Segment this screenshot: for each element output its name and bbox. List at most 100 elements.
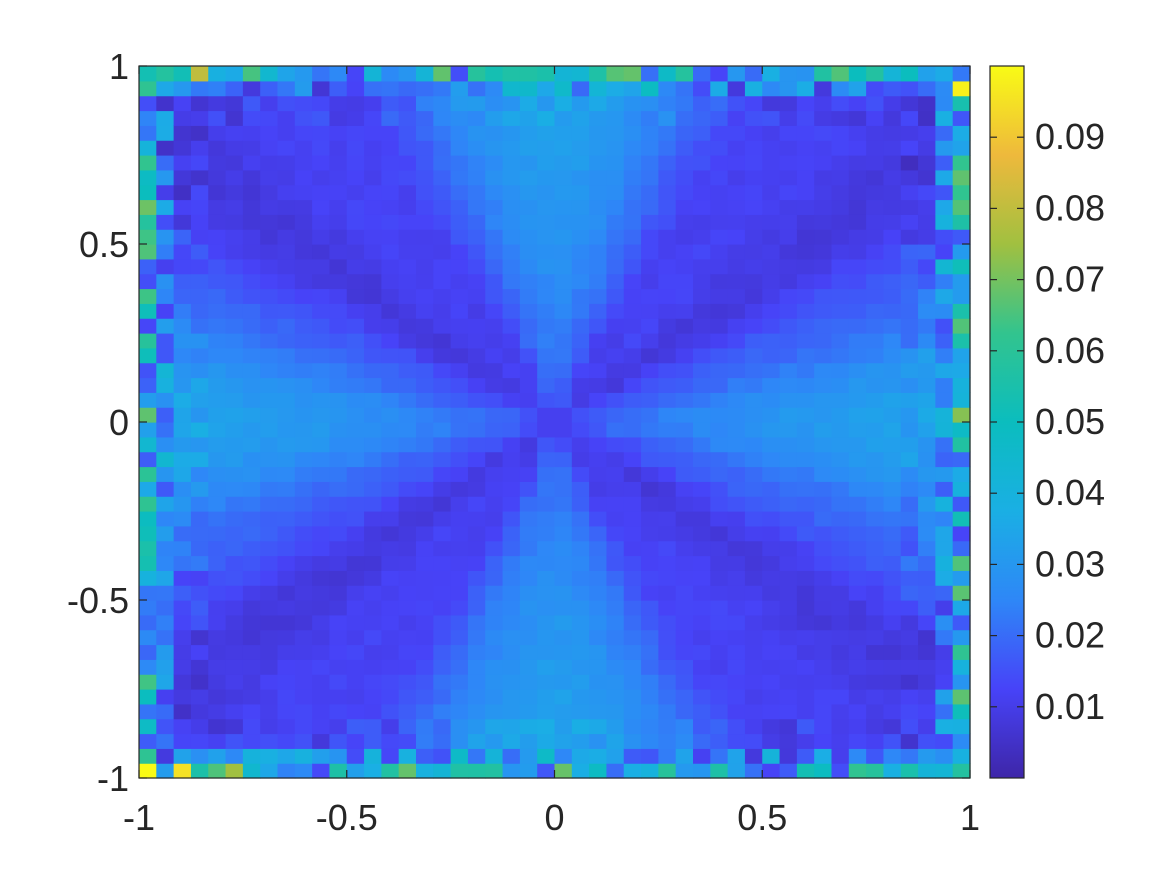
heatmap-cell [900,66,919,82]
heatmap-cell [710,333,729,349]
heatmap-cell [779,347,798,364]
heatmap-cell [173,674,192,690]
heatmap-cell [935,407,954,423]
heatmap-cell [727,407,746,423]
heatmap-cell [277,570,296,586]
heatmap-cell [762,496,781,512]
heatmap-cell [312,570,331,586]
heatmap-cell [814,347,833,364]
heatmap-cell [935,318,954,334]
heatmap-cell [346,763,365,779]
heatmap-cell [641,125,659,141]
heatmap-cell [866,496,885,512]
heatmap-cell [918,169,936,186]
heatmap-cell [537,703,556,720]
heatmap-cell [537,318,556,334]
heatmap-cell [796,511,815,527]
heatmap-cell [537,125,556,141]
heatmap-cell [294,674,313,690]
heatmap-cell [710,377,729,393]
heatmap-cell [260,585,279,601]
heatmap-cell [329,600,348,616]
heatmap-cell [831,95,850,112]
heatmap-cell [450,555,469,571]
heatmap-cell [641,689,659,705]
heatmap-cell [710,95,729,112]
heatmap-cell [416,570,434,586]
heatmap-cell [606,244,625,260]
heatmap-cell [762,184,781,201]
heatmap-cell [675,600,694,616]
heatmap-cell [329,436,348,453]
heatmap-cell [156,703,175,720]
heatmap-cell [398,570,417,586]
heatmap-cell [346,214,365,230]
heatmap-cell [294,600,313,616]
heatmap-cell [537,214,556,230]
heatmap-cell [623,184,642,201]
heatmap-cell [744,169,763,186]
heatmap-cell [364,169,382,186]
heatmap-cell [260,333,279,349]
heatmap-cell [139,511,157,527]
heatmap-cell [450,570,469,586]
heatmap-cell [831,525,850,542]
heatmap-cell [727,733,746,749]
heatmap-cell [796,644,815,660]
heatmap-cell [225,95,244,112]
heatmap-cell [364,110,382,126]
heatmap-cell [952,451,971,468]
heatmap-cell [260,763,279,779]
heatmap-cell [156,95,175,112]
heatmap-cell [762,718,781,735]
heatmap-cell [312,392,331,408]
heatmap-cell [606,585,625,601]
heatmap-cell [450,80,469,97]
heatmap-cell [883,303,902,319]
heatmap-cell [190,303,209,319]
heatmap-cell [831,674,850,690]
heatmap-cell [710,407,729,423]
heatmap-cell [450,169,469,186]
heatmap-cell [935,229,954,245]
heatmap-cell [571,614,590,631]
heatmap-cell [139,169,157,186]
heatmap-cell [450,288,469,304]
heatmap-cell [848,362,867,379]
heatmap-cell [173,689,192,705]
heatmap-cell [779,184,798,201]
heatmap-cell [693,229,711,245]
heatmap-cell [156,377,175,393]
heatmap-cell [502,644,521,660]
heatmap-cell [537,229,556,245]
heatmap-cell [900,288,919,304]
heatmap-cell [312,80,331,97]
heatmap-cell [831,614,850,631]
heatmap-cell [294,362,313,379]
heatmap-cell [623,318,642,334]
heatmap-cell [381,110,400,126]
heatmap-cell [329,674,348,690]
heatmap-cell [208,451,227,468]
heatmap-cell [935,66,954,82]
heatmap-cell [866,659,885,675]
heatmap-cell [918,585,936,601]
heatmap-cell [744,703,763,720]
heatmap-cell [883,629,902,646]
heatmap-cell [519,347,538,364]
heatmap-cell [935,511,954,527]
heatmap-cell [883,525,902,542]
heatmap-cell [814,273,833,290]
heatmap-cell [346,229,365,245]
heatmap-cell [537,377,556,393]
heatmap-cell [294,422,313,438]
heatmap-cell [658,614,677,631]
heatmap-cell [883,570,902,586]
heatmap-cell [658,570,677,586]
heatmap-cell [814,555,833,571]
heatmap-cell [329,585,348,601]
heatmap-cell [467,763,486,779]
heatmap-cell [242,273,261,290]
heatmap-cell [831,496,850,512]
heatmap-cell [139,318,157,334]
